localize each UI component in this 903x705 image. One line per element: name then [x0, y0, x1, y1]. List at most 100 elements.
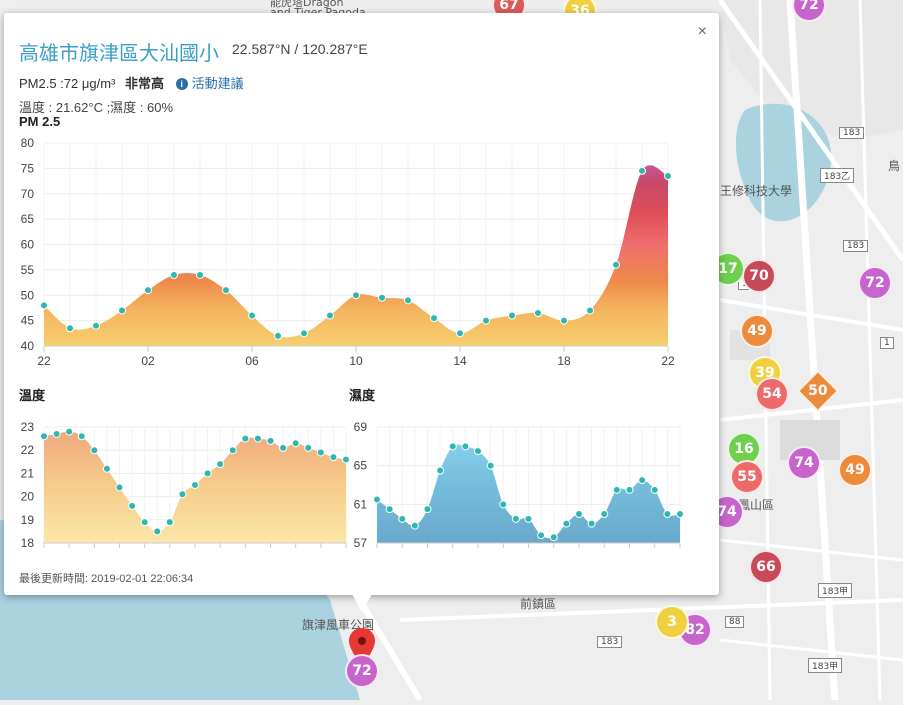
x-tick-label: 22 [37, 354, 51, 368]
data-point[interactable] [612, 260, 620, 269]
data-point[interactable] [222, 286, 230, 295]
y-tick-label: 65 [21, 212, 35, 226]
data-point[interactable] [549, 533, 558, 542]
aqi-marker[interactable]: 72 [792, 0, 826, 22]
data-point[interactable] [266, 436, 275, 445]
data-point[interactable] [228, 446, 237, 455]
data-point[interactable] [430, 314, 438, 323]
data-point[interactable] [423, 505, 432, 514]
activity-advice-link[interactable]: i 活動建議 [175, 76, 244, 91]
data-point[interactable] [203, 469, 212, 478]
aqi-marker[interactable]: 55 [730, 460, 764, 494]
data-point[interactable] [342, 455, 350, 464]
selected-aqi-marker[interactable]: 72 [345, 654, 379, 688]
data-point[interactable] [461, 442, 470, 451]
y-tick-label: 80 [21, 136, 35, 150]
data-point[interactable] [378, 293, 386, 302]
data-point[interactable] [474, 447, 482, 456]
aqi-marker[interactable]: 66 [749, 550, 783, 584]
aqi-marker[interactable]: 49 [740, 314, 774, 348]
data-point[interactable] [165, 518, 174, 527]
data-point[interactable] [279, 443, 288, 452]
data-point[interactable] [676, 510, 684, 518]
data-point[interactable] [587, 519, 596, 528]
y-tick-label: 75 [21, 161, 35, 175]
data-point[interactable] [385, 505, 394, 514]
aqi-marker[interactable]: 3 [655, 605, 689, 639]
data-point[interactable] [304, 443, 313, 452]
data-point[interactable] [600, 510, 609, 518]
data-point[interactable] [274, 331, 282, 340]
data-point[interactable] [92, 321, 100, 330]
data-point[interactable] [456, 329, 464, 338]
data-point[interactable] [586, 306, 594, 315]
data-point[interactable] [663, 510, 672, 518]
data-point[interactable] [253, 434, 262, 443]
data-point[interactable] [65, 427, 74, 436]
data-point[interactable] [144, 286, 152, 295]
road-badge: 183乙 [820, 168, 855, 183]
data-point[interactable] [170, 270, 178, 279]
map-label-qianzhen: 前鎮區 [520, 597, 557, 611]
data-point[interactable] [326, 311, 334, 320]
data-point[interactable] [191, 481, 199, 489]
data-point[interactable] [329, 453, 338, 462]
data-point[interactable] [352, 291, 360, 300]
data-point[interactable] [40, 301, 48, 310]
map-label-pagoda-1: 能虎塔Dragon [270, 0, 344, 9]
data-point[interactable] [534, 309, 542, 318]
data-point[interactable] [562, 519, 571, 528]
data-point[interactable] [511, 514, 520, 523]
data-point[interactable] [625, 485, 634, 494]
data-point[interactable] [52, 429, 61, 438]
aqi-marker[interactable]: 72 [858, 266, 892, 300]
data-point[interactable] [248, 311, 256, 320]
x-tick-label: 14 [453, 354, 467, 368]
data-point[interactable] [638, 476, 647, 485]
data-point[interactable] [650, 485, 659, 494]
aqi-marker[interactable]: 54 [755, 377, 789, 411]
data-point[interactable] [482, 316, 490, 325]
data-point[interactable] [77, 432, 86, 441]
data-point[interactable] [404, 296, 412, 305]
area-fill [44, 165, 668, 346]
data-point[interactable] [410, 521, 419, 530]
road-badge: 1 [880, 337, 894, 349]
data-point[interactable] [300, 329, 308, 338]
data-point[interactable] [90, 446, 99, 455]
data-point[interactable] [524, 514, 533, 523]
data-point[interactable] [664, 171, 672, 180]
data-point[interactable] [66, 324, 74, 333]
data-point[interactable] [196, 270, 204, 279]
humidity-chart-title: 濕度 [349, 388, 376, 403]
data-point[interactable] [118, 306, 126, 315]
x-tick-label: 10 [349, 354, 363, 368]
data-point[interactable] [291, 439, 300, 448]
data-point[interactable] [508, 311, 516, 320]
data-point[interactable] [241, 434, 250, 443]
close-button[interactable]: × [697, 23, 707, 40]
data-point[interactable] [115, 483, 124, 492]
data-point[interactable] [499, 500, 508, 509]
data-point[interactable] [216, 460, 225, 469]
data-point[interactable] [316, 448, 325, 457]
data-point[interactable] [638, 166, 646, 175]
data-point[interactable] [612, 485, 621, 494]
data-point[interactable] [560, 316, 568, 325]
data-point[interactable] [398, 514, 407, 523]
data-point[interactable] [153, 527, 162, 536]
data-point[interactable] [178, 490, 187, 499]
data-point[interactable] [102, 464, 111, 473]
data-point[interactable] [448, 442, 457, 451]
data-point[interactable] [373, 495, 381, 504]
data-point[interactable] [40, 432, 48, 441]
data-point[interactable] [537, 531, 546, 540]
data-point[interactable] [486, 461, 495, 470]
aqi-marker[interactable]: 74 [787, 446, 821, 480]
aqi-marker[interactable]: 70 [742, 259, 776, 293]
data-point[interactable] [128, 501, 137, 510]
data-point[interactable] [140, 518, 149, 527]
aqi-marker[interactable]: 49 [838, 453, 872, 487]
data-point[interactable] [436, 466, 445, 475]
data-point[interactable] [575, 510, 583, 518]
